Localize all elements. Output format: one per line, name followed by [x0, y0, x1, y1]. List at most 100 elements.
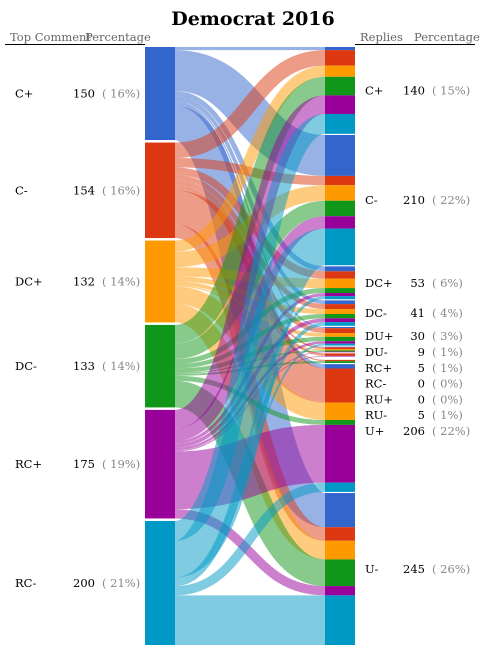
- right-node-segment: [325, 278, 355, 289]
- flow-link: [174, 65, 326, 252]
- left-node-label: C-: [15, 183, 28, 197]
- left-node-count: 133: [73, 359, 95, 373]
- right-node-percent: ( 26%): [432, 562, 470, 576]
- right-node-segment: [325, 586, 355, 596]
- left-node-percent: ( 21%): [102, 576, 140, 590]
- right-node-segment: [325, 359, 355, 362]
- flow-link: [174, 296, 326, 581]
- left-node-label: RC+: [15, 457, 42, 471]
- left-node-count: 132: [73, 274, 95, 288]
- flow-link: [174, 343, 326, 587]
- right-node-segment: [325, 309, 355, 315]
- right-node-segment: [325, 76, 355, 96]
- right-node-segment: [325, 347, 355, 350]
- right-node-label: DC+: [365, 276, 393, 290]
- right-node-segment: [325, 402, 355, 420]
- right-node-percent: ( 6%): [432, 276, 463, 290]
- right-node-segment: [325, 318, 355, 323]
- right-node-segment: [325, 266, 355, 272]
- right-node-label: RU-: [365, 408, 387, 422]
- right-node-segment: [325, 65, 355, 77]
- flow-link: [171, 228, 329, 578]
- flow-link: [174, 322, 326, 585]
- left-node-bar: [145, 409, 175, 519]
- left-node-bar: [145, 47, 175, 141]
- right-node-label: U+: [365, 424, 384, 438]
- left-node-count: 150: [73, 87, 95, 101]
- right-node-count: 140: [403, 83, 425, 97]
- right-node-label: RC+: [365, 361, 392, 375]
- right-node-segment: [325, 328, 355, 334]
- left-node-bar: [145, 520, 175, 645]
- right-node-segment: [325, 343, 355, 346]
- right-node-count: 9: [418, 345, 425, 359]
- right-node-segment: [325, 50, 355, 66]
- left-node-bar: [145, 240, 175, 323]
- right-node-segment: [325, 200, 355, 217]
- left-node-label: RC-: [15, 576, 36, 590]
- right-node-label: U-: [365, 562, 378, 576]
- left-node-count: 175: [73, 457, 95, 471]
- right-node-count: 0: [418, 377, 425, 391]
- right-node-count: 206: [403, 424, 425, 438]
- right-node-segment: [325, 175, 355, 186]
- right-node-segment: [325, 361, 355, 364]
- right-node-segment: [325, 350, 355, 352]
- left-node-bars: [145, 47, 175, 645]
- right-node-segment: [325, 595, 355, 645]
- right-node-segment: [325, 333, 355, 337]
- right-node-count: 30: [410, 329, 425, 343]
- right-node-segment: [325, 304, 355, 310]
- left-node-percent: ( 16%): [102, 183, 140, 197]
- right-node-count: 245: [403, 562, 425, 576]
- right-node-segment: [325, 368, 355, 403]
- right-node-count: 210: [403, 193, 425, 207]
- left-node-bar: [145, 142, 175, 239]
- left-node-percent: ( 16%): [102, 87, 140, 101]
- left-node-label: DC-: [15, 359, 37, 373]
- right-node-segment: [325, 326, 355, 329]
- right-node-segment: [325, 293, 355, 297]
- right-node-segment: [325, 559, 355, 587]
- right-node-percent: ( 1%): [432, 408, 463, 422]
- right-node-segment: [325, 540, 355, 560]
- left-node-percent: ( 14%): [102, 274, 140, 288]
- right-node-percent: ( 0%): [432, 392, 463, 406]
- right-node-segment: [325, 134, 355, 176]
- right-node-segment: [325, 482, 355, 492]
- right-node-segment: [325, 349, 355, 351]
- left-node-bar: [145, 324, 175, 408]
- left-node-percent: ( 14%): [102, 359, 140, 373]
- right-node-segment: [325, 314, 355, 319]
- right-node-segment: [325, 95, 355, 114]
- right-node-label: RU+: [365, 392, 393, 406]
- right-node-segment: [325, 185, 355, 201]
- right-node-percent: ( 22%): [432, 424, 470, 438]
- right-node-percent: ( 1%): [432, 361, 463, 375]
- right-node-segment: [325, 341, 355, 344]
- right-node-segment: [325, 419, 355, 425]
- right-node-percent: ( 1%): [432, 345, 463, 359]
- left-node-count: 200: [73, 576, 95, 590]
- right-node-segment: [325, 113, 355, 134]
- right-node-label: RC-: [365, 377, 386, 391]
- right-node-segment: [325, 493, 355, 528]
- right-node-segment: [325, 355, 355, 357]
- right-node-percent: ( 15%): [432, 83, 470, 97]
- right-node-percent: ( 4%): [432, 306, 463, 320]
- right-node-segment: [325, 424, 355, 483]
- right-node-count: 5: [418, 408, 425, 422]
- left-node-label: C+: [15, 87, 33, 101]
- right-category-header: Replies: [360, 30, 403, 44]
- right-node-segment: [325, 216, 355, 229]
- right-node-percent: ( 3%): [432, 329, 463, 343]
- right-node-segment: [325, 322, 355, 326]
- right-node-segment: [325, 351, 355, 353]
- right-node-label: DU-: [365, 345, 388, 359]
- right-node-segment: [325, 346, 355, 348]
- left-node-label: DC+: [15, 274, 43, 288]
- flow-link: [173, 76, 327, 344]
- flow-links: [171, 47, 329, 646]
- left-percentage-header: Percentage: [85, 30, 151, 44]
- right-node-segment: [325, 336, 355, 342]
